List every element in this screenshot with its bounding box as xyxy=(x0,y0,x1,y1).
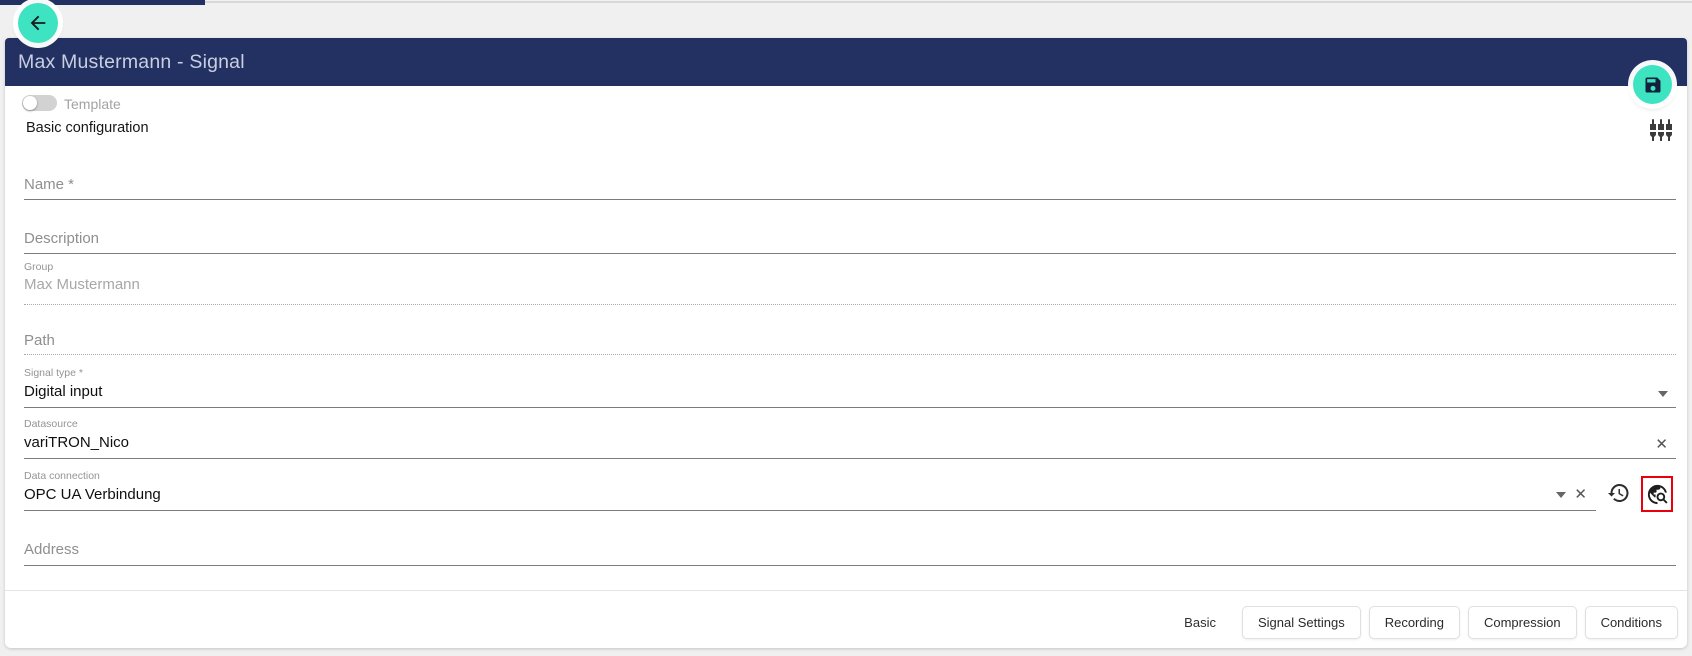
template-toggle-label: Template xyxy=(64,96,121,112)
group-field-label: Group xyxy=(24,261,54,273)
page-title: Max Mustermann - Signal xyxy=(18,50,245,73)
group-field-underline xyxy=(24,304,1676,305)
datasource-label: Datasource xyxy=(24,418,78,430)
address-field-label: Address xyxy=(24,541,80,558)
name-field-underline xyxy=(24,199,1676,200)
path-field: Path xyxy=(24,332,1676,355)
loading-bar-track xyxy=(205,1,1692,3)
signal-type-value: Digital input xyxy=(24,383,103,400)
data-connection-select[interactable]: Data connection OPC UA Verbindung ✕ xyxy=(24,470,1596,511)
arrow-left-icon xyxy=(27,12,49,34)
datasource-value: variTRON_Nico xyxy=(24,434,130,451)
signal-type-label: Signal type * xyxy=(24,367,83,379)
data-connection-underline xyxy=(24,510,1596,511)
address-field-underline xyxy=(24,565,1676,566)
tab-signal-settings[interactable]: Signal Settings xyxy=(1241,606,1361,639)
tab-basic[interactable]: Basic xyxy=(1184,615,1216,630)
tab-recording[interactable]: Recording xyxy=(1368,606,1460,639)
tab-compression[interactable]: Compression xyxy=(1467,606,1577,639)
settings-input-icon[interactable] xyxy=(1649,118,1673,142)
group-field: Group Max Mustermann xyxy=(24,261,1676,305)
tab-conditions[interactable]: Conditions xyxy=(1584,606,1678,639)
history-icon[interactable] xyxy=(1606,481,1630,505)
card-header: Max Mustermann - Signal xyxy=(5,38,1687,86)
back-button[interactable] xyxy=(18,3,58,43)
name-field-label: Name * xyxy=(24,176,75,193)
footer-divider xyxy=(5,590,1687,591)
save-icon xyxy=(1643,75,1663,95)
signal-type-select[interactable]: Signal type * Digital input xyxy=(24,367,1676,408)
group-field-value: Max Mustermann xyxy=(24,276,140,293)
path-field-label: Path xyxy=(24,332,55,349)
address-field[interactable]: Address xyxy=(24,537,1676,566)
template-toggle[interactable] xyxy=(22,95,57,111)
datasource-field[interactable]: Datasource variTRON_Nico ✕ xyxy=(24,418,1676,459)
save-button[interactable] xyxy=(1633,65,1672,104)
signal-type-underline xyxy=(24,407,1676,408)
clear-data-connection-icon[interactable]: ✕ xyxy=(1574,486,1587,503)
section-title: Basic configuration xyxy=(26,120,149,136)
browse-highlight-box xyxy=(1641,476,1673,512)
description-field-underline xyxy=(24,253,1676,254)
path-field-underline xyxy=(24,354,1676,355)
browse-address-icon[interactable] xyxy=(1646,483,1669,506)
description-field[interactable]: Description xyxy=(24,224,1676,254)
clear-datasource-icon[interactable]: ✕ xyxy=(1655,436,1668,453)
chevron-down-icon[interactable] xyxy=(1658,391,1668,397)
chevron-down-icon[interactable] xyxy=(1556,492,1566,498)
template-toggle-thumb xyxy=(23,96,37,110)
data-connection-value: OPC UA Verbindung xyxy=(24,486,161,503)
name-field[interactable]: Name * xyxy=(24,170,1676,200)
section-tabbar: Basic Signal Settings Recording Compress… xyxy=(1180,606,1678,639)
datasource-underline xyxy=(24,458,1676,459)
loading-bar-fill xyxy=(0,0,205,5)
description-field-label: Description xyxy=(24,230,100,247)
data-connection-label: Data connection xyxy=(24,470,100,482)
signal-form-card: Max Mustermann - Signal xyxy=(5,38,1687,648)
